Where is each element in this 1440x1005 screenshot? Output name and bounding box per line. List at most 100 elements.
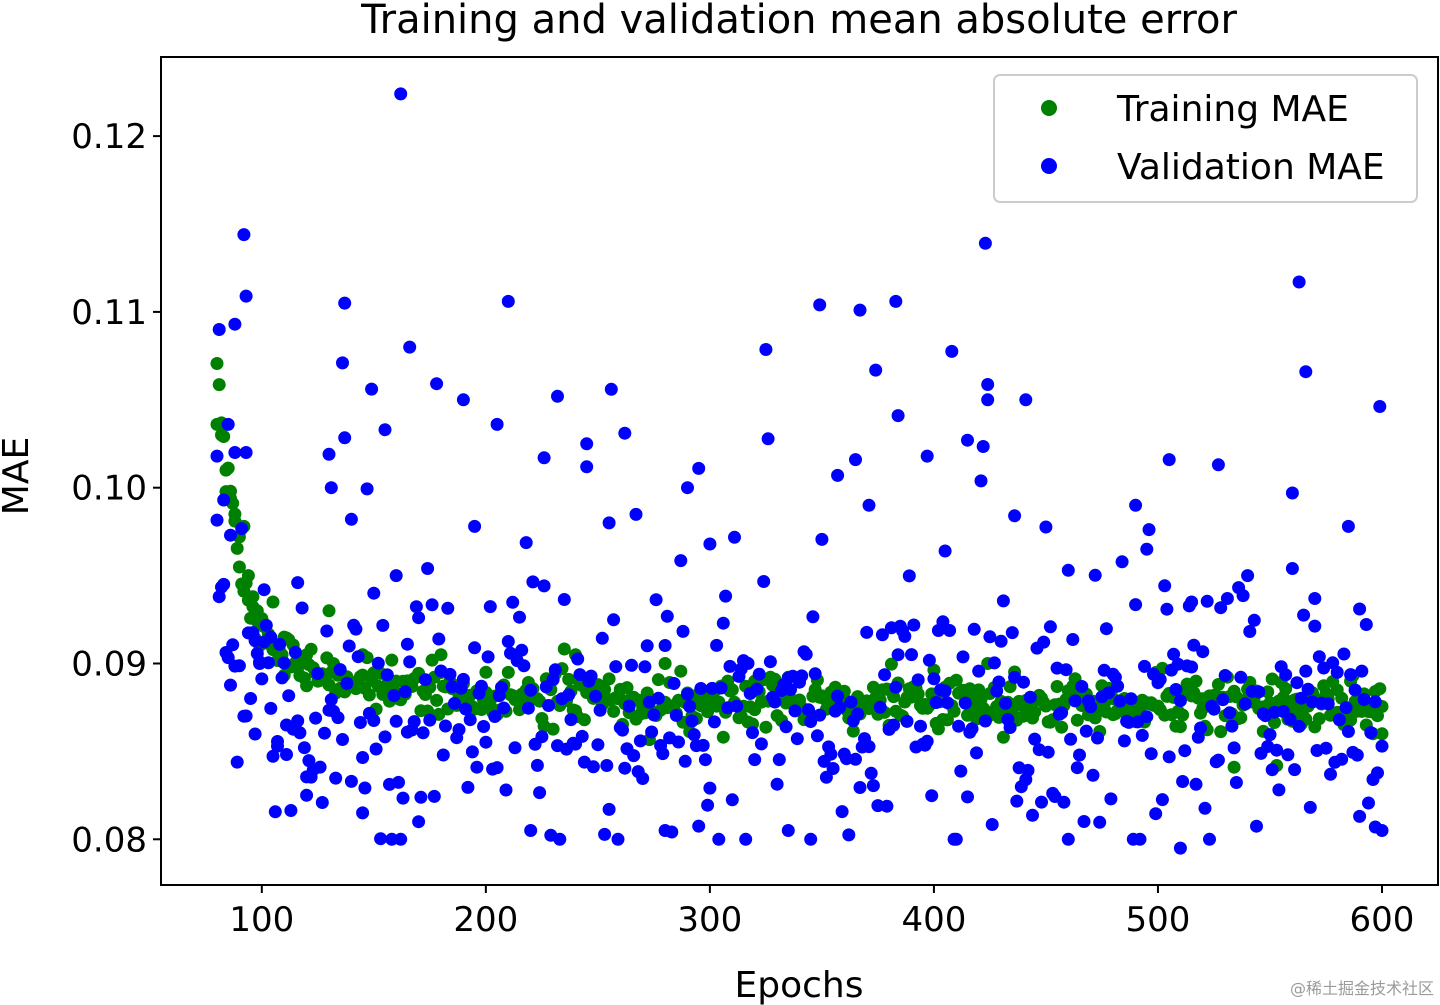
validation-mae-point	[508, 741, 522, 755]
validation-mae-point	[430, 377, 444, 391]
validation-mae-point	[645, 725, 659, 739]
validation-mae-point	[1160, 602, 1174, 616]
training-mae-point	[430, 693, 444, 707]
validation-mae-point	[795, 669, 809, 683]
validation-mae-point	[385, 832, 399, 846]
validation-mae-point	[1194, 721, 1207, 735]
validation-mae-point	[974, 474, 988, 488]
validation-mae-point	[593, 703, 607, 717]
validation-mae-point	[604, 382, 618, 396]
training-mae-point	[577, 713, 591, 727]
validation-mae-point	[239, 289, 253, 303]
validation-mae-point	[212, 323, 226, 336]
validation-mae-point	[488, 710, 502, 723]
validation-mae-point	[1234, 670, 1248, 684]
x-tick-label: 100	[229, 900, 294, 940]
training-mae-point	[246, 590, 260, 604]
validation-mae-point	[1070, 761, 1084, 775]
validation-mae-point	[553, 832, 567, 846]
training-mae-point	[219, 463, 233, 477]
validation-mae-point	[295, 601, 309, 615]
validation-mae-point	[768, 695, 782, 709]
x-tick-label: 500	[1126, 900, 1191, 940]
training-mae-point	[1330, 683, 1344, 697]
training-mae-point	[846, 724, 860, 738]
validation-mae-point	[981, 393, 995, 407]
validation-mae-point	[1359, 618, 1373, 631]
validation-mae-point	[1332, 713, 1346, 727]
validation-mae-point	[1187, 638, 1201, 652]
validation-mae-point	[636, 772, 650, 785]
training-mae-point	[215, 428, 228, 442]
validation-mae-point	[230, 755, 244, 769]
validation-mae-point	[226, 638, 240, 652]
validation-mae-point	[1211, 753, 1225, 767]
validation-mae-point	[849, 453, 862, 467]
validation-mae-point	[452, 723, 466, 737]
validation-mae-point	[1207, 702, 1221, 716]
training-mae-point	[1189, 674, 1203, 688]
validation-mae-point	[282, 689, 296, 703]
validation-mae-point	[1041, 745, 1055, 759]
validation-mae-point	[1189, 777, 1203, 791]
validation-mae-point	[1064, 732, 1078, 746]
validation-mae-point	[239, 709, 253, 723]
validation-mae-point	[275, 671, 289, 685]
validation-mae-point	[1238, 697, 1252, 711]
validation-mae-point	[1229, 776, 1243, 789]
validation-mae-point	[1039, 520, 1053, 534]
training-mae-point	[210, 357, 224, 370]
validation-mae-point	[804, 715, 818, 728]
validation-mae-point	[336, 356, 349, 370]
validation-mae-point	[367, 714, 381, 727]
training-mae-point	[1211, 678, 1225, 691]
training-mae-point	[1055, 720, 1069, 734]
y-axis-ticks: 0.08 0.09 0.10 0.11 0.12	[71, 117, 161, 860]
validation-mae-point	[965, 722, 979, 736]
validation-mae-point	[1142, 523, 1156, 537]
validation-mae-point	[436, 748, 450, 762]
validation-mae-point	[1218, 669, 1232, 682]
validation-mae-point	[360, 482, 374, 496]
training-mae-point	[230, 541, 244, 555]
validation-mae-point	[1037, 635, 1051, 649]
validation-mae-point	[217, 577, 231, 591]
validation-mae-point	[1341, 519, 1355, 533]
validation-mae-point	[638, 660, 652, 674]
x-axis-label: Epochs	[735, 965, 864, 1005]
validation-mae-point	[1301, 682, 1315, 696]
validation-mae-point	[987, 656, 1001, 670]
training-mae-point	[1373, 682, 1387, 696]
validation-mae-point	[891, 648, 905, 662]
validation-mae-point	[376, 618, 390, 632]
training-mae-point	[996, 730, 1010, 744]
training-mae-point	[613, 692, 627, 706]
validation-mae-point	[696, 738, 710, 752]
validation-mae-point	[1241, 569, 1255, 583]
training-mae-point	[210, 417, 224, 431]
validation-mae-point	[1281, 748, 1295, 762]
validation-mae-point	[669, 708, 683, 722]
training-mae-point	[562, 672, 576, 686]
validation-mae-point	[914, 719, 927, 733]
validation-mae-point	[703, 537, 717, 551]
validation-mae-point	[952, 719, 966, 733]
validation-mae-point	[712, 832, 726, 846]
validation-mae-point	[1294, 691, 1308, 705]
validation-mae-point	[456, 393, 470, 407]
validation-mae-point	[831, 468, 845, 482]
validation-mae-point	[629, 507, 643, 521]
validation-mae-point	[513, 610, 526, 624]
validation-mae-point	[1292, 719, 1306, 733]
validation-mae-point	[658, 824, 672, 837]
validation-mae-point	[224, 528, 237, 542]
validation-mae-point	[1084, 700, 1098, 714]
validation-mae-point	[658, 639, 672, 652]
validation-mae-point	[992, 675, 1006, 689]
validation-mae-point	[266, 749, 280, 763]
validation-mae-point	[1155, 793, 1169, 807]
validation-mae-point	[1247, 613, 1261, 627]
validation-mae-point	[898, 629, 912, 643]
legend: Training MAE Validation MAE	[993, 74, 1418, 203]
validation-mae-point	[380, 668, 394, 682]
